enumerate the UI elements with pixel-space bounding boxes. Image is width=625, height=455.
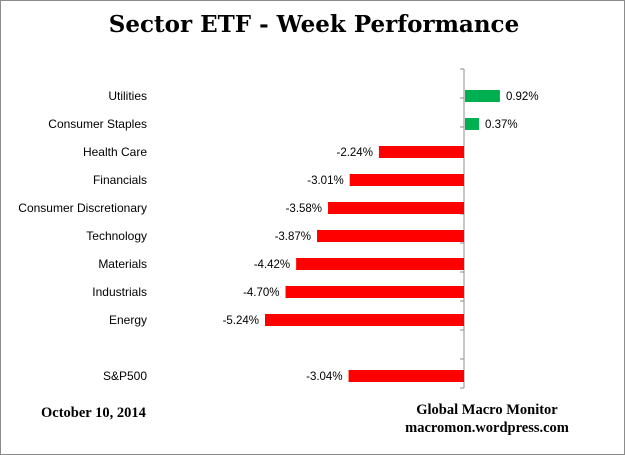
bar-consumer-discretionary: [328, 202, 464, 214]
data-label-materials: -4.42%: [254, 259, 290, 271]
bar-energy: [265, 314, 464, 326]
data-label-health-care: -2.24%: [336, 147, 372, 159]
category-label-materials: Materials: [98, 257, 147, 271]
data-label-utilities: 0.92%: [506, 91, 539, 103]
category-label-financials: Financials: [93, 173, 147, 187]
data-label-consumer-discretionary: -3.58%: [286, 203, 322, 215]
source-url: macromon.wordpress.com: [405, 420, 569, 436]
bar-utilities: [465, 90, 500, 102]
data-label-industrials: -4.70%: [243, 287, 279, 299]
plot-area: Utilities 0.92% Consumer Staples 0.37% Healt…: [18, 68, 539, 389]
category-label-technology: Technology: [86, 229, 147, 243]
bar-consumer-staples: [465, 118, 480, 130]
bar-technology: [317, 230, 464, 242]
bar-financials: [349, 174, 464, 186]
data-label-consumer-staples: 0.37%: [485, 119, 518, 131]
data-label-energy: -5.24%: [223, 315, 259, 327]
category-label-sandp500: S&P500: [103, 369, 147, 383]
bar-sandp500: [348, 370, 464, 382]
date-label: October 10, 2014: [41, 405, 146, 421]
bar-materials: [296, 258, 464, 270]
bar-health-care: [378, 146, 464, 158]
data-label-sandp500: -3.04%: [306, 371, 342, 383]
chart-title: Sector ETF - Week Performance: [109, 11, 519, 38]
category-label-consumer-discretionary: Consumer Discretionary: [18, 201, 147, 215]
data-label-technology: -3.87%: [275, 231, 311, 243]
bar-industrials: [285, 286, 464, 298]
category-label-industrials: Industrials: [92, 285, 147, 299]
data-label-financials: -3.01%: [307, 175, 343, 187]
source-name: Global Macro Monitor: [416, 402, 558, 418]
category-label-health-care: Health Care: [83, 145, 147, 159]
category-label-utilities: Utilities: [108, 89, 147, 103]
category-label-consumer-staples: Consumer Staples: [48, 117, 147, 131]
category-label-energy: Energy: [109, 313, 147, 327]
